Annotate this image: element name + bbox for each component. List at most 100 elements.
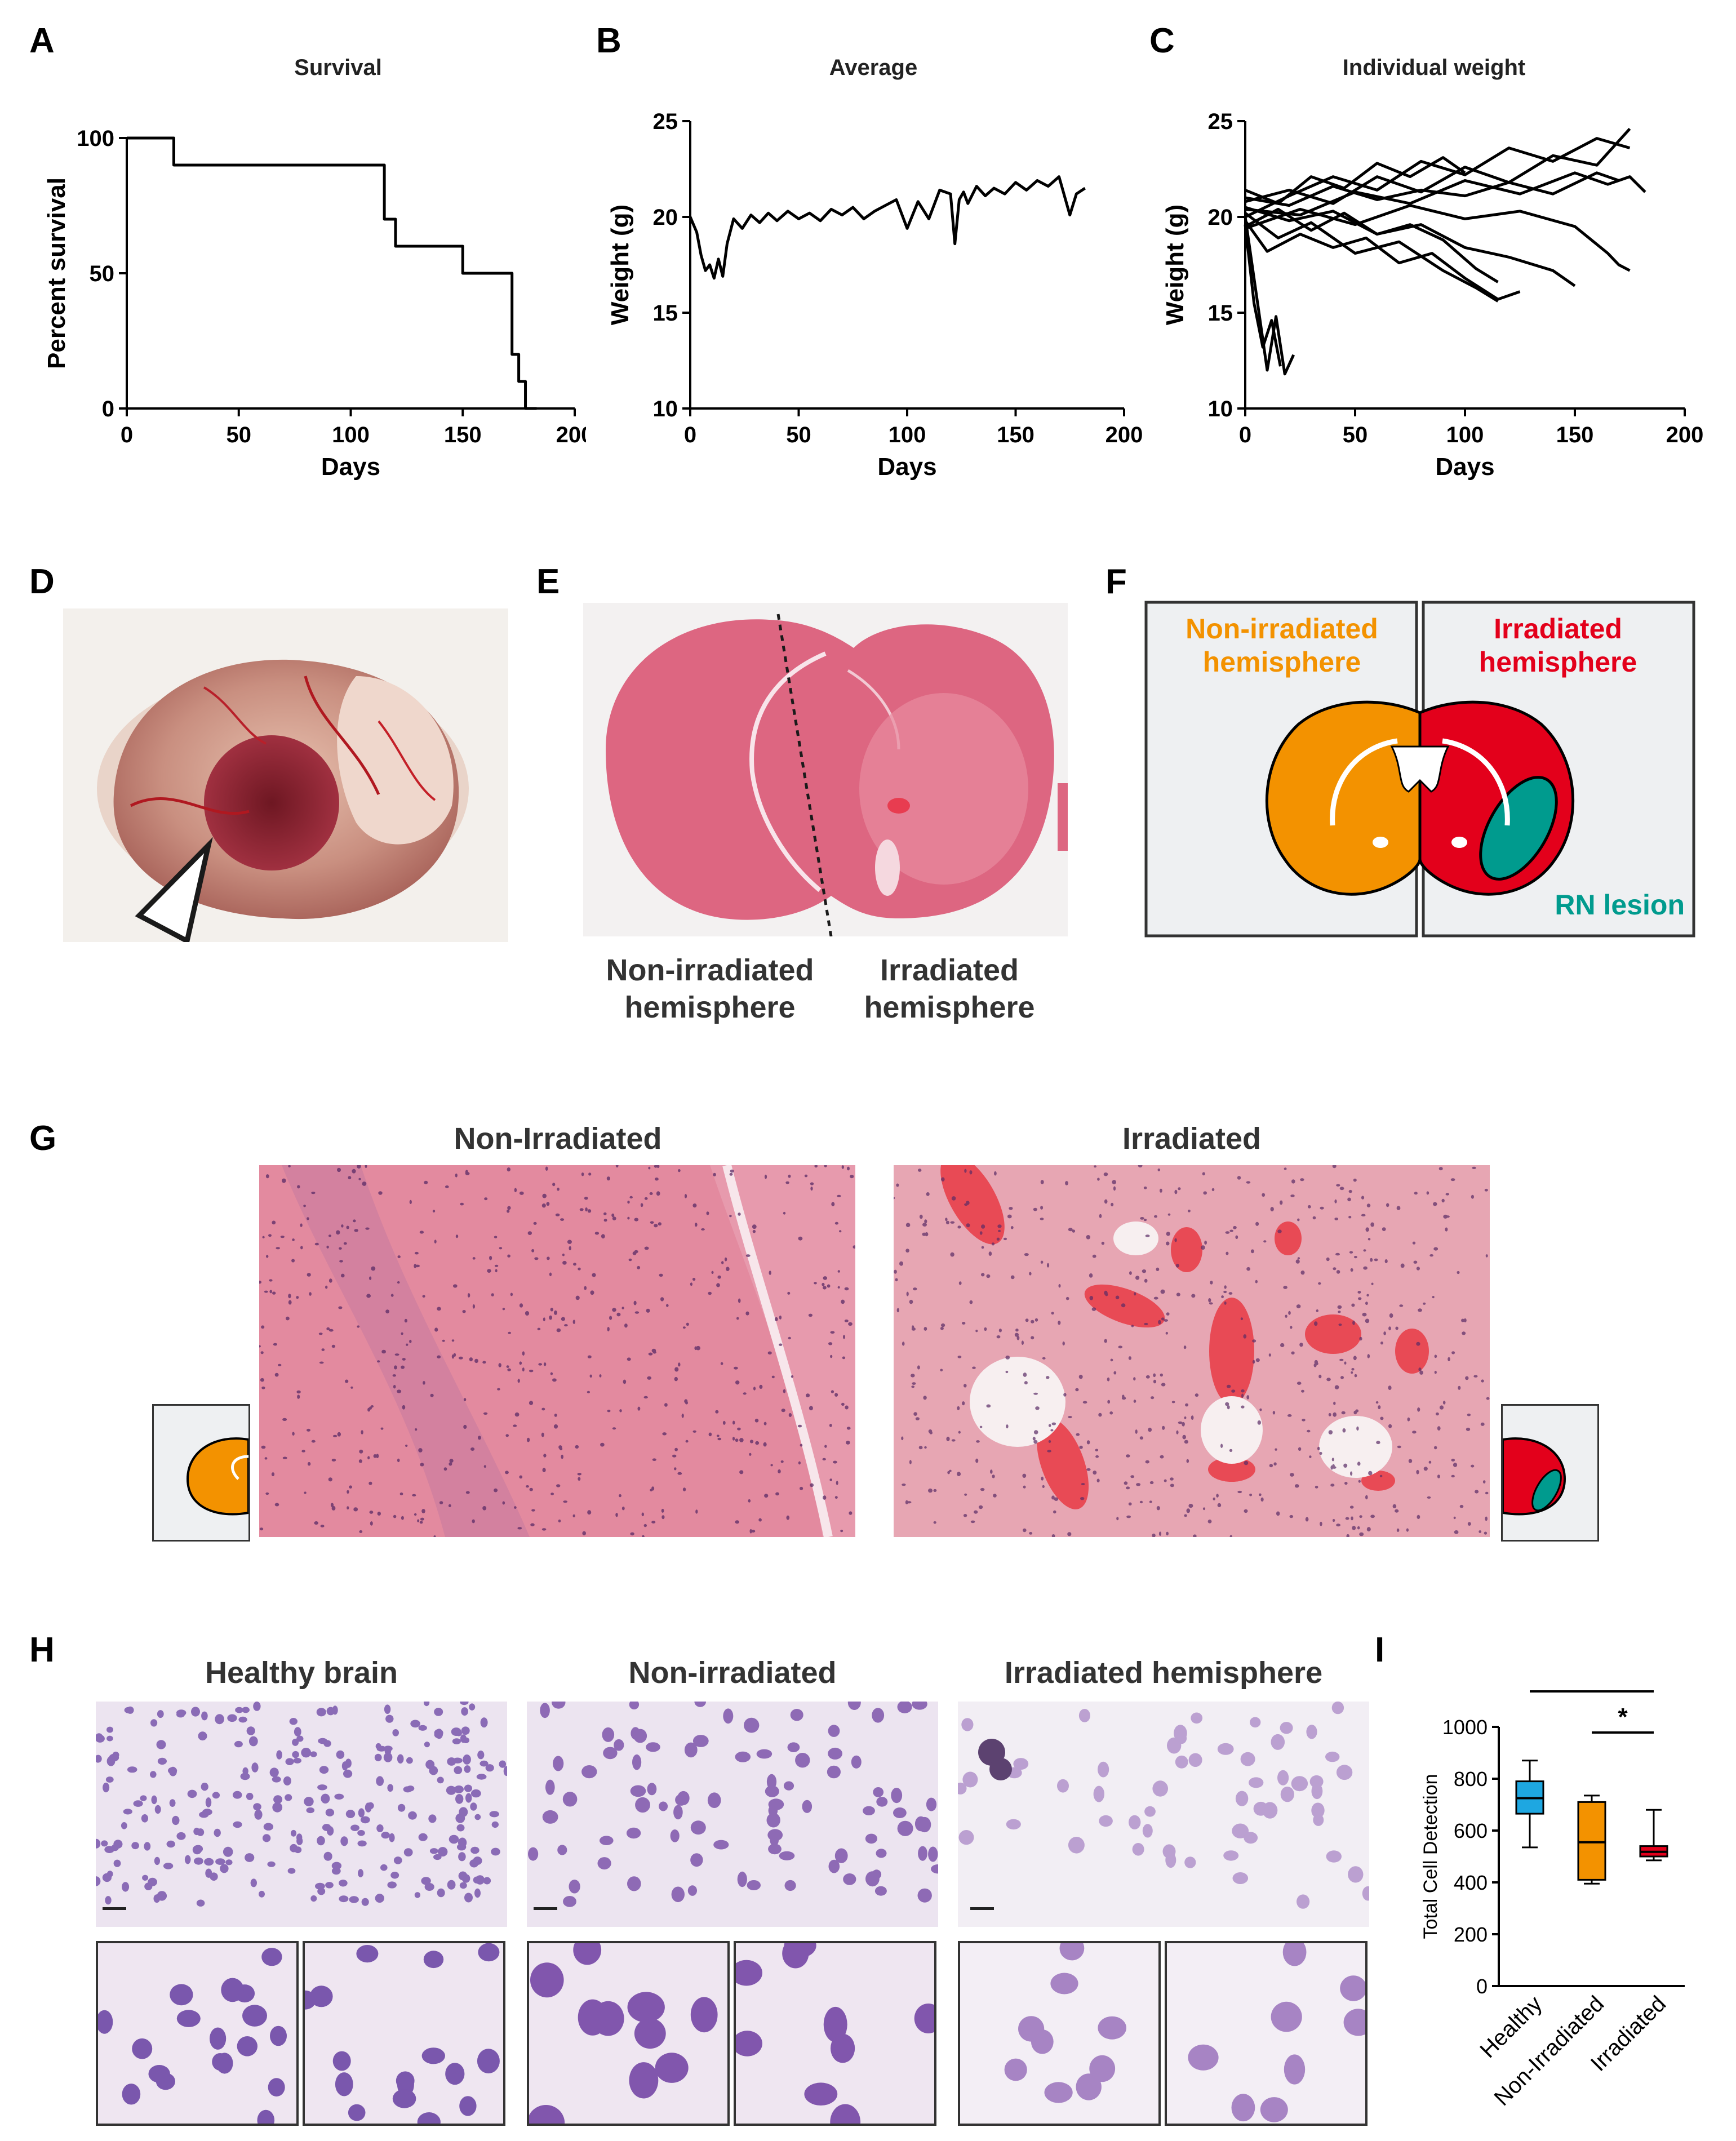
cell-nucleus	[949, 1469, 952, 1472]
cell-nucleus	[381, 1349, 386, 1354]
cell-nucleus	[808, 1313, 812, 1317]
cell-nucleus	[517, 1379, 520, 1383]
cell-nucleus	[1249, 1777, 1264, 1788]
cell-nucleus	[1368, 1471, 1373, 1476]
cell-nucleus	[1079, 1445, 1083, 1449]
cell-nucleus	[455, 1813, 465, 1823]
cell-nucleus	[533, 1221, 537, 1225]
cell-nucleus	[262, 1834, 271, 1842]
cell-nucleus	[1332, 1518, 1335, 1522]
cell-nucleus	[549, 1272, 552, 1277]
cell-nucleus	[282, 1418, 287, 1421]
cell-nucleus	[261, 1948, 282, 1966]
cell-nucleus	[1331, 1702, 1344, 1714]
cell-nucleus	[647, 1783, 657, 1796]
cell-nucleus	[557, 1187, 560, 1191]
cell-nucleus	[289, 1718, 298, 1725]
cell-nucleus	[380, 1427, 384, 1430]
cell-nucleus	[376, 1824, 384, 1832]
cell-nucleus	[986, 1274, 991, 1278]
cell-nucleus	[643, 1396, 648, 1399]
cell-nucleus	[262, 1236, 265, 1238]
cell-nucleus	[901, 1436, 904, 1441]
cell-nucleus	[1479, 1530, 1482, 1533]
cell-nucleus	[1035, 1406, 1040, 1410]
cell-nucleus	[671, 1886, 685, 1903]
average-weight-chart: Average 0 50 100 150 200 10 15 20 25 Days Weight (…	[586, 51, 1149, 501]
cell-nucleus	[172, 1815, 180, 1825]
cell-nucleus	[749, 1452, 752, 1456]
cell-nucleus	[1291, 1776, 1308, 1792]
cell-nucleus	[846, 1441, 850, 1445]
cell-nucleus	[650, 1489, 653, 1492]
cell-nucleus	[1437, 1474, 1440, 1478]
cell-nucleus	[563, 1500, 568, 1503]
x-tick-label: 150	[444, 423, 482, 447]
cell-nucleus	[747, 1880, 761, 1890]
cell-nucleus	[969, 1170, 973, 1175]
cell-nucleus	[514, 1188, 517, 1193]
cell-nucleus	[902, 1483, 906, 1486]
zoom-healthy-1	[96, 1941, 299, 2126]
cell-nucleus	[1305, 1517, 1309, 1522]
cell-nucleus	[358, 1178, 361, 1180]
cell-nucleus	[564, 1324, 568, 1327]
cell-nucleus	[635, 1797, 650, 1813]
cell-nucleus	[924, 1327, 927, 1331]
cell-nucleus	[1086, 1440, 1090, 1445]
cell-nucleus	[292, 1738, 299, 1746]
cell-nucleus	[666, 1304, 669, 1307]
cell-nucleus	[294, 1846, 302, 1854]
cell-nucleus	[779, 1315, 782, 1320]
cell-nucleus	[1093, 1785, 1104, 1802]
cell-nucleus	[649, 1192, 653, 1195]
cell-nucleus	[470, 1447, 475, 1451]
cell-nucleus	[510, 1292, 513, 1296]
cell-nucleus	[966, 1223, 970, 1228]
cell-nucleus	[845, 1405, 849, 1410]
cell-nucleus	[998, 1329, 1002, 1332]
cell-nucleus	[865, 1833, 877, 1844]
cell-nucleus	[310, 1895, 317, 1902]
cell-nucleus	[339, 1247, 342, 1250]
panel-letter-g: G	[29, 1119, 57, 1158]
cell-nucleus	[848, 1322, 853, 1326]
cell-nucleus	[1441, 1198, 1445, 1203]
cell-nucleus	[352, 1169, 356, 1174]
cell-nucleus	[674, 1367, 679, 1372]
cell-nucleus	[1351, 1371, 1353, 1374]
cell-nucleus	[627, 1201, 630, 1204]
cell-nucleus	[585, 1207, 588, 1212]
cell-nucleus	[260, 1378, 264, 1382]
cell-nucleus	[423, 1951, 444, 1969]
series-line-3	[1244, 220, 1521, 301]
cell-nucleus	[1365, 1495, 1368, 1500]
cell-nucleus	[928, 1429, 933, 1433]
cell-nucleus	[738, 1298, 741, 1303]
cell-nucleus	[1152, 1780, 1168, 1797]
panel-letter-a: A	[29, 21, 55, 60]
cell-nucleus	[1223, 1290, 1227, 1294]
histology-non-irradiated	[527, 1702, 938, 1927]
cell-nucleus	[607, 1410, 611, 1412]
cell-nucleus	[1164, 1479, 1167, 1482]
cell-nucleus	[1246, 1267, 1250, 1271]
zoom-irradiated-2	[1165, 1941, 1368, 2126]
inset-non-irradiated	[152, 1404, 250, 1542]
x-tick-label: 100	[1446, 423, 1484, 447]
cell-nucleus	[1370, 1514, 1375, 1518]
cell-nucleus	[132, 2038, 153, 2059]
cell-nucleus	[775, 1492, 779, 1496]
cell-nucleus	[923, 1396, 927, 1400]
cell-nucleus	[643, 1523, 647, 1527]
cell-nucleus	[996, 1237, 1000, 1241]
cell-nucleus	[1005, 1370, 1009, 1374]
cell-nucleus	[376, 1776, 384, 1786]
cell-nucleus	[1182, 1434, 1186, 1440]
cell-nucleus	[1023, 1372, 1027, 1377]
cell-nucleus	[1255, 1358, 1260, 1362]
cell-nucleus	[778, 1469, 781, 1474]
cell-nucleus	[783, 1211, 786, 1215]
cell-nucleus	[1396, 1206, 1401, 1210]
cell-nucleus	[1149, 1500, 1152, 1503]
